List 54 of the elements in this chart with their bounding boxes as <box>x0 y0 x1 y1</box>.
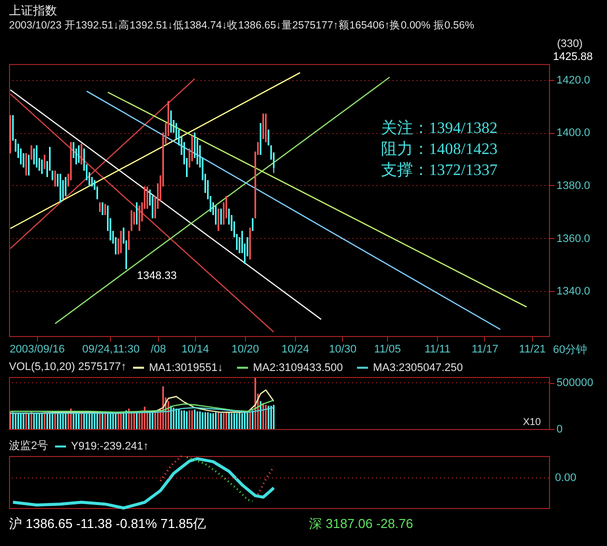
legend-label: Y919:-239.241↑ <box>71 440 149 452</box>
candlestick <box>33 148 35 165</box>
candlestick <box>25 152 27 176</box>
y-tick-label: 1380.0 <box>556 180 590 192</box>
x-tick-label: 11/11 <box>424 344 450 356</box>
candlestick <box>28 154 30 176</box>
candlestick <box>146 186 148 210</box>
candlestick <box>218 208 220 232</box>
y-tick-label: 1420.0 <box>556 74 590 86</box>
candlestick <box>64 176 66 197</box>
candlestick <box>54 170 56 188</box>
x-tick-label: 10/20 <box>231 344 260 356</box>
legend-label: MA1:3019551↓ <box>149 362 223 374</box>
text: 沪 1386.65 -11.38 -0.81% 71.85亿 <box>9 516 206 531</box>
text: 1425.88 <box>553 51 593 63</box>
text: 深 3187.06 -28.76 <box>309 516 414 531</box>
x-tick-label: 09/24,11:30 <box>82 344 140 356</box>
candlestick <box>268 128 270 146</box>
y-tick-label: 500000 <box>556 377 594 390</box>
ref-line-label: 0.00 <box>555 472 576 484</box>
candlestick <box>214 205 217 226</box>
line-series <box>10 400 274 413</box>
x-tick-label: 10/14 <box>181 344 209 356</box>
x-tick-label: 11/17 <box>472 344 498 356</box>
x-tick-label: 2003/09/16 <box>10 344 65 356</box>
annotation: 支撑：1372/1337 <box>381 161 498 179</box>
candlestick <box>20 148 22 165</box>
y-tick-label: 1360.0 <box>556 232 590 245</box>
y-tick-label: 1400.0 <box>556 127 590 140</box>
x-tick-label: 10/30 <box>328 344 356 356</box>
y-tick-label: 1340.0 <box>556 286 590 298</box>
candlestick <box>128 230 130 250</box>
legend-title: VOL(5,10,20) 2575177↑ <box>9 361 126 373</box>
annotation: X10 <box>523 417 542 428</box>
x-tick-label: 11/05 <box>374 344 401 356</box>
chart-title: 上证指数 <box>9 4 57 18</box>
x-tick-label: 10/24 <box>282 344 310 356</box>
legend-title: 波监2号 <box>9 439 48 452</box>
text: 60分钟 <box>553 344 588 356</box>
candlestick <box>41 159 43 174</box>
annotation: 关注：1394/1382 <box>381 119 498 137</box>
legend-label: MA2:3109433.500 <box>253 362 343 374</box>
annotation: 1348.33 <box>137 270 177 282</box>
legend-label: MA3:2305047.250 <box>373 362 463 374</box>
candlestick <box>220 208 222 226</box>
candlestick <box>80 143 82 165</box>
text: (330) <box>557 38 583 50</box>
x-tick-label: 11/21 <box>519 344 546 356</box>
chart-subtitle: 2003/10/23 开1392.51↓高1392.51↓低1384.74↓收1386.65↓量2575177↑额165406↑换0.00% 振0.56% <box>9 18 474 32</box>
x-tick-label: /08 <box>150 344 166 356</box>
annotation: 阻力：1408/1423 <box>381 140 498 158</box>
candlestick <box>78 144 80 164</box>
candlestick <box>252 218 254 232</box>
y-tick-label: 0 <box>556 424 563 436</box>
